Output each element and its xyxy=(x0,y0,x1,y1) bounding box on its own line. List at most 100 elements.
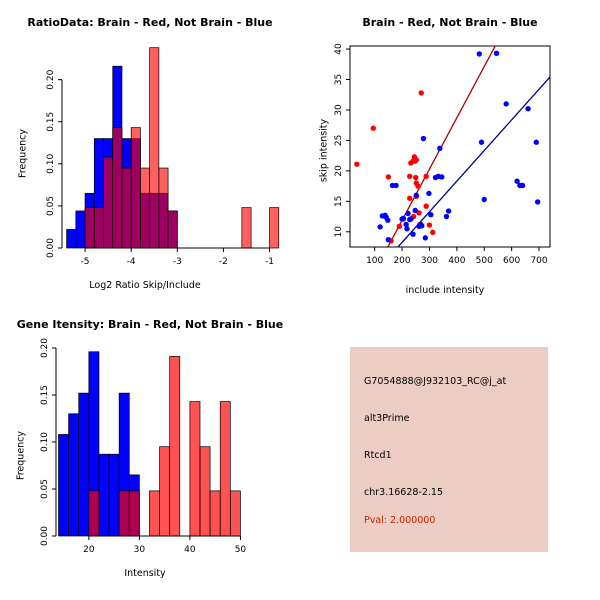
histogram-bar xyxy=(93,207,104,249)
scatter-y-axis-tick-label: 35 xyxy=(334,74,344,85)
scatter-point xyxy=(525,106,531,112)
gene-x-tick-label: 40 xyxy=(184,545,196,555)
gene-x-tick-label: 20 xyxy=(83,545,95,555)
scatter-fit-lines xyxy=(387,46,550,247)
scatter-point xyxy=(385,174,392,180)
gene-histogram-xlabel: Intensity xyxy=(124,568,166,579)
histogram-bar xyxy=(121,167,132,249)
scatter-point xyxy=(370,125,376,131)
ratio-histogram-canvas: -5 -4 -3 -2 -1 0.00 0.05 0.10 0.15 0.20 xyxy=(46,47,280,267)
ratio-histogram-panel: RatioData: Brain - Red, Not Brain - Blue… xyxy=(0,0,300,300)
gene-y-axis-tick-label: 0.15 xyxy=(40,385,50,405)
gene-y-axis-tick-label: 0.10 xyxy=(40,432,50,452)
scatter-point xyxy=(415,183,421,189)
scatter-x-tick-label: 600 xyxy=(503,256,520,266)
ratio-y-axis-tick-label: 0.20 xyxy=(46,69,56,89)
scatter-title: Brain - Red, Not Brain - Blue xyxy=(362,16,538,29)
scatter-x-tick-label: 500 xyxy=(476,256,493,266)
histogram-bar xyxy=(269,207,280,249)
scatter-point xyxy=(385,236,392,243)
gene-x-tick-label: 30 xyxy=(134,545,146,555)
event-type-text: alt3Prime xyxy=(364,413,410,424)
histogram-bar xyxy=(229,490,241,537)
scatter-point xyxy=(413,192,420,198)
scatter-point xyxy=(445,208,452,214)
scatter-point xyxy=(428,212,434,218)
scatter-point xyxy=(377,224,383,230)
scatter-x-tick-label: 100 xyxy=(366,256,383,266)
histogram-bar xyxy=(209,490,221,537)
ratio-x-tick-label: -4 xyxy=(127,257,136,267)
histogram-bar xyxy=(140,167,150,249)
gene-symbol-text: Rtcd1 xyxy=(364,450,392,461)
scatter-panel: Brain - Red, Not Brain - Blue 100 200 300 4… xyxy=(300,0,600,300)
gene-info-box: G7054888@J932103_RC@j_at alt3Prime Rtcd1… xyxy=(350,347,548,552)
histogram-bar xyxy=(88,490,100,537)
scatter-point xyxy=(493,50,500,57)
scatter-x-tick-label: 300 xyxy=(421,256,438,266)
histogram-bar xyxy=(219,401,231,537)
gene-y-axis-tick-label: 0.05 xyxy=(40,479,50,499)
gene-y-axis-tick-label: 0.00 xyxy=(40,526,50,546)
gene-histogram-panel: Gene Itensity: Brain - Red, Not Brain - … xyxy=(0,300,300,600)
histogram-bar xyxy=(108,453,120,537)
histogram-bar xyxy=(68,413,80,537)
gene-info-panel: G7054888@J932103_RC@j_at alt3Prime Rtcd1… xyxy=(300,300,600,600)
scatter-point xyxy=(423,173,429,180)
regression-line xyxy=(397,76,550,247)
histogram-bar xyxy=(84,207,95,249)
gene-histogram-canvas: 20 30 40 50 0.00 0.05 0.10 0.15 0.20 xyxy=(40,338,247,555)
locus-text: chr3.16628-2.15 xyxy=(364,487,444,498)
scatter-point xyxy=(478,139,485,145)
scatter-y-axis-tick-label: 15 xyxy=(334,196,344,207)
scatter-point xyxy=(503,101,509,107)
histogram-bar xyxy=(103,156,114,249)
scatter-point xyxy=(393,182,399,189)
gene-histogram-title: Gene Itensity: Brain - Red, Not Brain - … xyxy=(16,318,284,331)
histogram-bar xyxy=(78,392,90,537)
scatter-y-axis-tick-label: 40 xyxy=(334,43,344,55)
scatter-point xyxy=(420,135,427,142)
scatter-point xyxy=(423,203,429,209)
probe-id-text: G7054888@J932103_RC@j_at xyxy=(364,376,507,387)
ratio-x-tick-label: -5 xyxy=(81,257,90,267)
scatter-point xyxy=(408,216,414,222)
scatter-point xyxy=(514,178,520,184)
scatter-point xyxy=(437,145,443,152)
scatter-y-axis-tick-label: 25 xyxy=(334,135,344,146)
scatter-point xyxy=(396,223,403,229)
scatter-point xyxy=(422,235,429,241)
histogram-bar xyxy=(169,356,181,537)
ratio-histogram-xlabel: Log2 Ratio Skip/Include xyxy=(89,280,201,291)
scatter-point xyxy=(519,182,526,189)
scatter-x-tick-label: 700 xyxy=(530,256,547,266)
gene-x-tick-label: 50 xyxy=(235,545,247,555)
scatter-point xyxy=(439,174,445,180)
scatter-point xyxy=(416,210,422,216)
scatter-point xyxy=(413,157,420,163)
scatter-canvas: 100 200 300 400 500 600 700 10 15 20 25 30 35 40 xyxy=(334,43,551,266)
ratio-x-tick-label: -1 xyxy=(265,257,274,267)
histogram-bar xyxy=(199,446,211,537)
ratio-bars-red xyxy=(84,47,280,249)
ratio-y-axis-tick-label: 0.05 xyxy=(46,196,56,216)
scatter-point xyxy=(534,199,541,205)
scatter-point xyxy=(476,51,483,57)
ratio-histogram-title: RatioData: Brain - Red, Not Brain - Blue xyxy=(27,16,273,29)
scatter-point xyxy=(426,222,433,228)
histogram-bar xyxy=(58,434,69,537)
histogram-bar xyxy=(241,207,252,249)
scatter-point xyxy=(481,196,487,203)
gene-y-axis-tick-label: 0.20 xyxy=(40,338,50,358)
scatter-point xyxy=(418,90,424,96)
scatter-point xyxy=(405,210,411,217)
scatter-x-tick-label: 200 xyxy=(393,256,410,266)
ratio-x-tick-label: -3 xyxy=(173,257,182,267)
histogram-bar xyxy=(189,401,201,537)
scatter-point xyxy=(354,161,360,167)
scatter-x-tick-label: 400 xyxy=(448,256,465,266)
scatter-point xyxy=(404,226,410,232)
scatter-point xyxy=(430,229,436,236)
histogram-bar xyxy=(149,490,160,537)
